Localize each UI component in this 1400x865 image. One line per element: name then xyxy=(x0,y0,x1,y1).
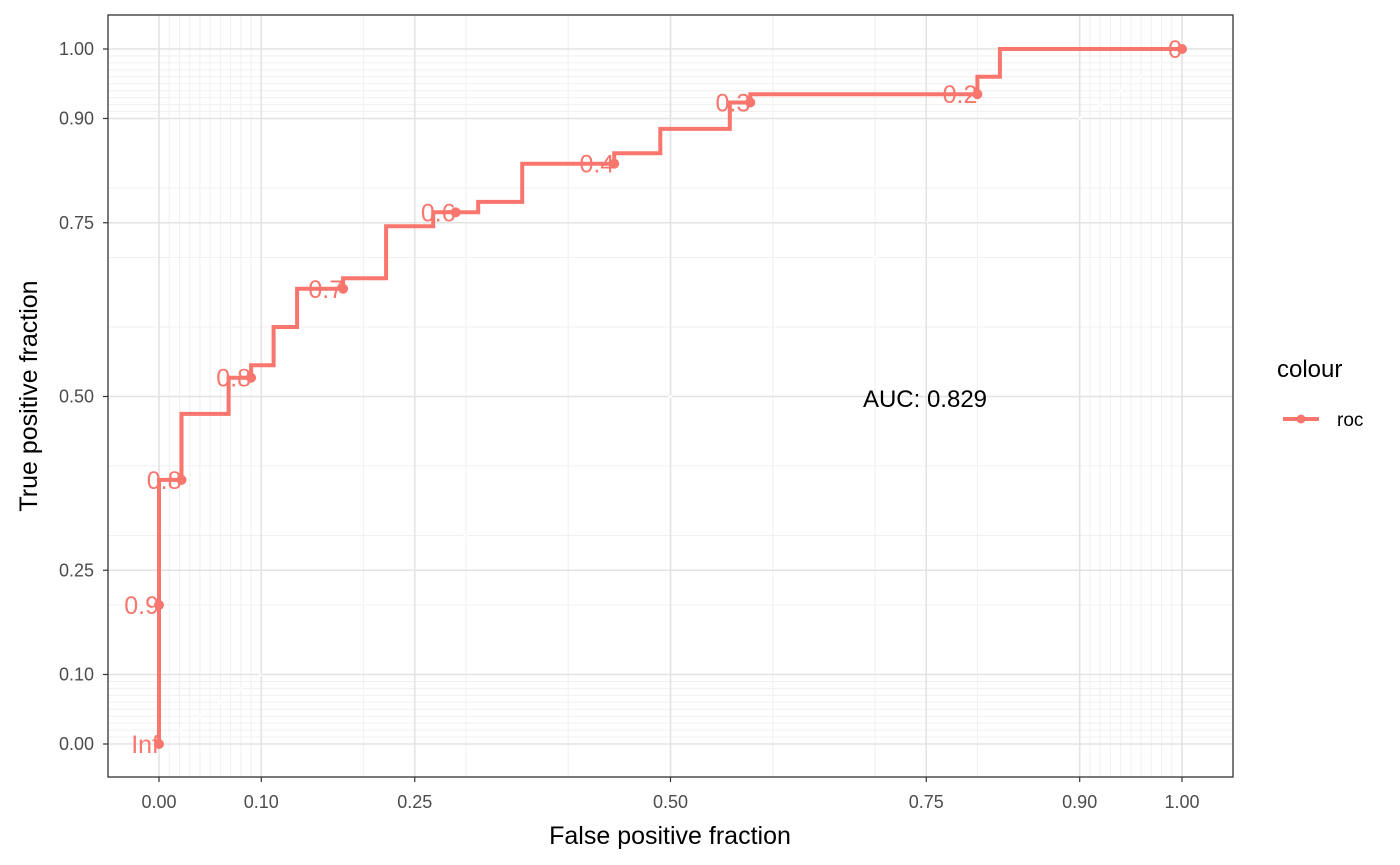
cutoff-label: 0.6 xyxy=(421,199,456,227)
x-tick-label: 0.90 xyxy=(1062,792,1097,812)
x-tick-label: 0.75 xyxy=(909,792,944,812)
diagonal-line xyxy=(158,48,1183,745)
y-tick-label: 0.50 xyxy=(59,387,94,407)
cutoff-point xyxy=(154,739,164,749)
legend-title: colour xyxy=(1277,356,1342,383)
cutoff-label: 0.7 xyxy=(308,276,343,304)
cutoff-labels: Inf 0.9 0.8 0.8 0.7 0.6 0.4 0.3 0.2 0 xyxy=(124,36,1182,759)
legend-key-point xyxy=(1296,414,1306,424)
x-tick-label: 0.25 xyxy=(397,792,432,812)
cutoff-label: 0.8 xyxy=(147,467,182,495)
major-grid xyxy=(108,15,1233,777)
cutoff-point xyxy=(338,283,349,294)
cutoff-point xyxy=(246,372,257,383)
y-tick-label: 0.00 xyxy=(59,734,94,754)
cutoff-point xyxy=(176,474,187,485)
cutoff-point xyxy=(154,600,164,610)
y-axis-title: True positive fraction xyxy=(15,280,43,511)
y-tick-label: 0.90 xyxy=(59,109,94,129)
x-tick-label: 0.00 xyxy=(141,792,176,812)
x-axis-title: False positive fraction xyxy=(549,822,791,850)
x-tick-label: 1.00 xyxy=(1164,792,1199,812)
legend-label-roc: roc xyxy=(1337,410,1363,431)
x-axis-ticks: 0.00 0.10 0.25 0.50 0.75 0.90 1.00 xyxy=(141,777,1200,812)
cutoff-label: 0.3 xyxy=(716,90,751,118)
cutoff-label: Inf xyxy=(131,731,159,759)
cutoff-point xyxy=(609,158,620,169)
x-tick-label: 0.50 xyxy=(653,792,688,812)
cutoff-label: 0.9 xyxy=(124,592,159,620)
legend: colour roc xyxy=(1277,356,1363,431)
x-tick-label: 0.10 xyxy=(244,792,279,812)
cutoff-point xyxy=(972,89,983,100)
y-tick-label: 0.75 xyxy=(59,213,94,233)
y-tick-label: 1.00 xyxy=(59,39,94,59)
reference-diagonal xyxy=(158,48,1183,745)
cutoff-point xyxy=(450,207,461,218)
cutoff-point xyxy=(745,97,756,108)
cutoff-point xyxy=(1177,44,1187,54)
cutoff-label: 0.4 xyxy=(579,151,614,179)
auc-annotation: AUC: 0.829 xyxy=(863,386,987,413)
cutoff-label: 0.8 xyxy=(216,365,251,393)
y-tick-label: 0.10 xyxy=(59,665,94,685)
cutoff-label: 0 xyxy=(1168,36,1182,64)
roc-series xyxy=(154,44,1187,749)
y-axis-ticks: 0.00 0.10 0.25 0.50 0.75 0.90 1.00 xyxy=(59,39,108,754)
cutoff-label: 0.2 xyxy=(943,81,978,109)
y-tick-label: 0.25 xyxy=(59,560,94,580)
